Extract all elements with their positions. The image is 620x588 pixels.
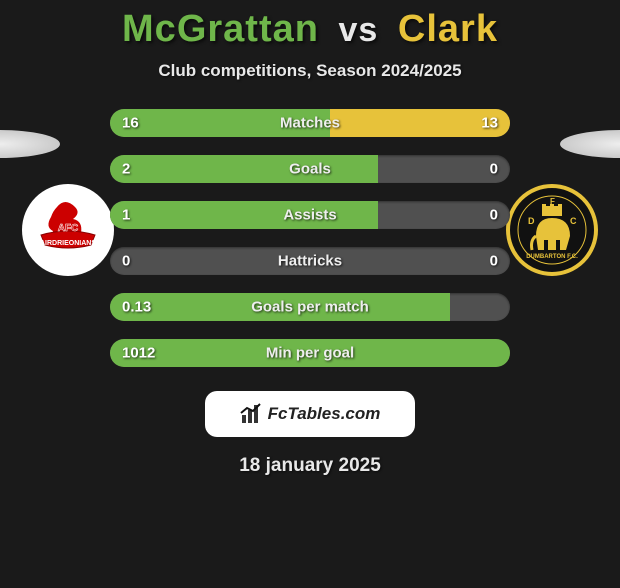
stat-value-left: 0.13 [122,299,151,316]
stat-value-left: 1 [122,207,130,224]
svg-text:DUMBARTON F.C.: DUMBARTON F.C. [526,254,578,260]
svg-text:C: C [570,216,577,226]
bar-left [110,155,378,183]
stat-value-left: 1012 [122,345,155,362]
fctables-badge[interactable]: FcTables.com [205,391,415,437]
crest-left: AIRDRIEONIANS AFC [22,184,114,276]
stat-row: 16 Matches 13 [110,109,510,137]
stat-row: 1012 Min per goal [110,339,510,367]
stat-value-right: 0 [490,253,498,270]
fctables-label: FcTables.com [268,404,381,424]
svg-text:F: F [550,197,555,206]
stat-value-left: 16 [122,115,139,132]
svg-text:AIRDRIEONIANS: AIRDRIEONIANS [40,240,96,247]
subtitle: Club competitions, Season 2024/2025 [0,61,620,81]
comparison-title: McGrattan vs Clark [0,8,620,51]
svg-text:D: D [528,216,535,226]
stat-label: Matches [280,115,340,132]
stat-row: 2 Goals 0 [110,155,510,183]
stat-label: Min per goal [266,345,354,362]
stat-row: 0 Hattricks 0 [110,247,510,275]
stat-label: Assists [283,207,336,224]
stat-row: 1 Assists 0 [110,201,510,229]
stat-row: 0.13 Goals per match [110,293,510,321]
crest-right-svg: DUMBARTON F.C. D C F [514,192,590,268]
stat-label: Goals [289,161,331,178]
crest-right: DUMBARTON F.C. D C F [506,184,598,276]
stat-value-left: 2 [122,161,130,178]
vs-label: vs [339,11,379,49]
date-label: 18 january 2025 [0,455,620,477]
chart-icon [240,403,262,425]
stat-label: Goals per match [251,299,369,316]
decor-ellipse-right [560,130,620,158]
bar-left [110,201,378,229]
stat-value-right: 0 [490,161,498,178]
stat-label: Hattricks [278,253,342,270]
player2-name: Clark [398,8,498,50]
decor-ellipse-left [0,130,60,158]
svg-text:AFC: AFC [58,223,79,234]
stats-list: 16 Matches 13 2 Goals 0 1 Assists 0 0 Hattricks 0 0.… [110,109,510,367]
stat-value-left: 0 [122,253,130,270]
stat-value-right: 0 [490,207,498,224]
player1-name: McGrattan [122,8,319,50]
crest-left-svg: AIRDRIEONIANS AFC [27,189,109,271]
stat-value-right: 13 [481,115,498,132]
